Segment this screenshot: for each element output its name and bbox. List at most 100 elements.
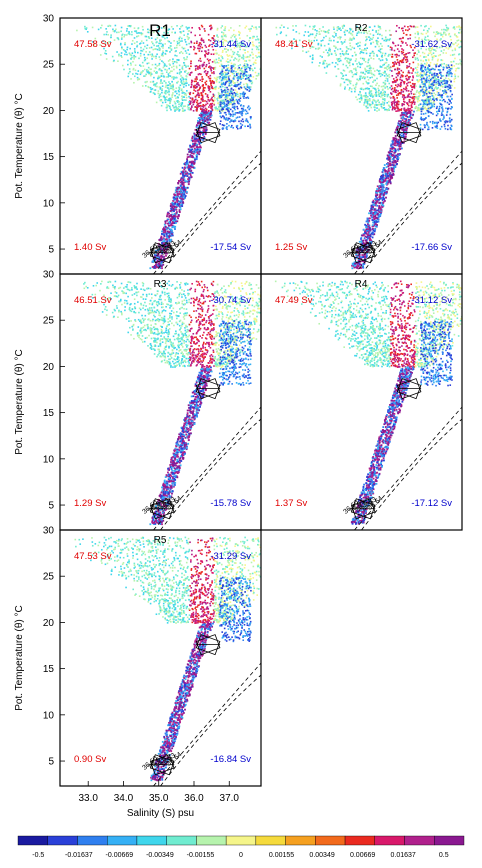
colorbar-swatch bbox=[255, 835, 286, 846]
transport-top-left: 46.51 Sv bbox=[74, 295, 112, 306]
colorbar-label: -0.00155 bbox=[187, 852, 215, 859]
x-tick-label: 33.0 bbox=[78, 793, 98, 804]
transport-bottom-left: 1.29 Sv bbox=[74, 498, 106, 509]
colorbar-label: -0.01637 bbox=[65, 852, 93, 859]
colorbar-swatch bbox=[374, 835, 405, 846]
transport-bottom-right: -16.84 Sv bbox=[210, 754, 251, 765]
y-tick-label: 15 bbox=[43, 152, 55, 163]
transport-top-left: 47.58 Sv bbox=[74, 39, 112, 50]
y-tick-label: 30 bbox=[43, 526, 55, 537]
transport-bottom-right: -17.12 Sv bbox=[411, 498, 452, 509]
y-tick-label: 25 bbox=[43, 572, 55, 583]
section-marker bbox=[396, 378, 422, 400]
transport-top-right: -31.44 Sv bbox=[210, 39, 251, 50]
colorbar-label: -0.00349 bbox=[146, 852, 174, 859]
y-tick-label: 10 bbox=[43, 454, 55, 465]
y-tick-label: 10 bbox=[43, 198, 55, 209]
colorbar-swatch bbox=[434, 835, 465, 846]
section-marker bbox=[149, 754, 175, 776]
panel-title: R2 bbox=[355, 23, 368, 34]
y-tick-label: 30 bbox=[43, 14, 55, 25]
y-tick-label: 20 bbox=[43, 106, 55, 117]
transport-top-left: 47.53 Sv bbox=[74, 551, 112, 562]
colorbar-swatch bbox=[106, 835, 138, 846]
colorbar-label: 0.00669 bbox=[350, 852, 375, 859]
colorbar-swatch bbox=[225, 835, 257, 846]
density-contours-R2 bbox=[354, 150, 462, 274]
section-marker bbox=[396, 122, 422, 144]
panel-title: R3 bbox=[154, 279, 167, 290]
colorbar-swatch bbox=[136, 835, 167, 846]
colorbar-swatch bbox=[17, 835, 48, 846]
y-tick-label: 10 bbox=[43, 710, 55, 721]
transport-bottom-left: 1.40 Sv bbox=[74, 242, 106, 253]
panel-title: R1 bbox=[149, 21, 171, 40]
transport-top-right: -31.12 Sv bbox=[411, 295, 452, 306]
colorbar-swatch bbox=[166, 835, 197, 846]
colorbar-label: 0.01637 bbox=[391, 852, 416, 859]
y-tick-label: 20 bbox=[43, 618, 55, 629]
y-tick-label: 15 bbox=[43, 664, 55, 675]
y-tick-label: 20 bbox=[43, 362, 55, 373]
colorbar-label: 0.00155 bbox=[269, 852, 294, 859]
panel-title: R5 bbox=[154, 535, 167, 546]
y-tick-label: 5 bbox=[48, 757, 54, 768]
y-tick-label: 5 bbox=[48, 245, 54, 256]
y-axis-label: Pot. Temperature (θ) °C bbox=[14, 349, 25, 455]
colorbar-swatch bbox=[285, 835, 316, 846]
colorbar-label: -0.00669 bbox=[106, 852, 134, 859]
y-tick-label: 30 bbox=[43, 270, 55, 281]
colorbar-swatch bbox=[77, 835, 108, 846]
section-marker bbox=[350, 242, 376, 264]
transport-bottom-left: 1.37 Sv bbox=[275, 498, 307, 509]
y-axis-label: Pot. Temperature (θ) °C bbox=[14, 93, 25, 199]
transport-top-left: 48.41 Sv bbox=[275, 39, 313, 50]
transport-bottom-right: -17.54 Sv bbox=[210, 242, 251, 253]
density-label: 36.64 bbox=[165, 751, 183, 768]
colorbar-label: 0.00349 bbox=[309, 852, 334, 859]
colorbar-label: 0 bbox=[239, 852, 243, 859]
x-tick-label: 36.0 bbox=[184, 793, 204, 804]
section-marker bbox=[149, 498, 175, 520]
transport-top-left: 47.49 Sv bbox=[275, 295, 313, 306]
colorbar-swatch bbox=[315, 835, 346, 846]
colorbar-label: 0.5 bbox=[439, 852, 449, 859]
x-tick-label: 37.0 bbox=[220, 793, 240, 804]
transport-bottom-right: -15.78 Sv bbox=[210, 498, 251, 509]
y-tick-label: 25 bbox=[43, 316, 55, 327]
y-tick-label: 25 bbox=[43, 60, 55, 71]
density-contours-R3 bbox=[153, 406, 261, 530]
transport-bottom-left: 1.25 Sv bbox=[275, 242, 307, 253]
density-contours-R5 bbox=[153, 662, 261, 786]
y-axis-label: Pot. Temperature (θ) °C bbox=[14, 605, 25, 711]
x-tick-label: 34.0 bbox=[114, 793, 134, 804]
colorbar-swatch bbox=[344, 835, 376, 846]
transport-top-right: -30.74 Sv bbox=[210, 295, 251, 306]
colorbar-swatch bbox=[196, 835, 227, 846]
transport-bottom-left: 0.90 Sv bbox=[74, 754, 106, 765]
transport-top-right: -31.62 Sv bbox=[411, 39, 452, 50]
colorbar-swatch bbox=[47, 835, 78, 846]
section-marker bbox=[195, 122, 221, 144]
transport-bottom-right: -17.66 Sv bbox=[411, 242, 452, 253]
colorbar-label: -0.5 bbox=[32, 852, 44, 859]
section-marker bbox=[350, 498, 376, 520]
density-contours-R4 bbox=[354, 406, 462, 530]
section-marker bbox=[149, 242, 175, 264]
section-marker bbox=[195, 378, 221, 400]
transport-top-right: -31.29 Sv bbox=[210, 551, 251, 562]
y-tick-label: 5 bbox=[48, 501, 54, 512]
x-axis-label: Salinity (S) psu bbox=[127, 808, 194, 819]
panel-title: R4 bbox=[355, 279, 368, 290]
section-marker bbox=[195, 634, 221, 656]
